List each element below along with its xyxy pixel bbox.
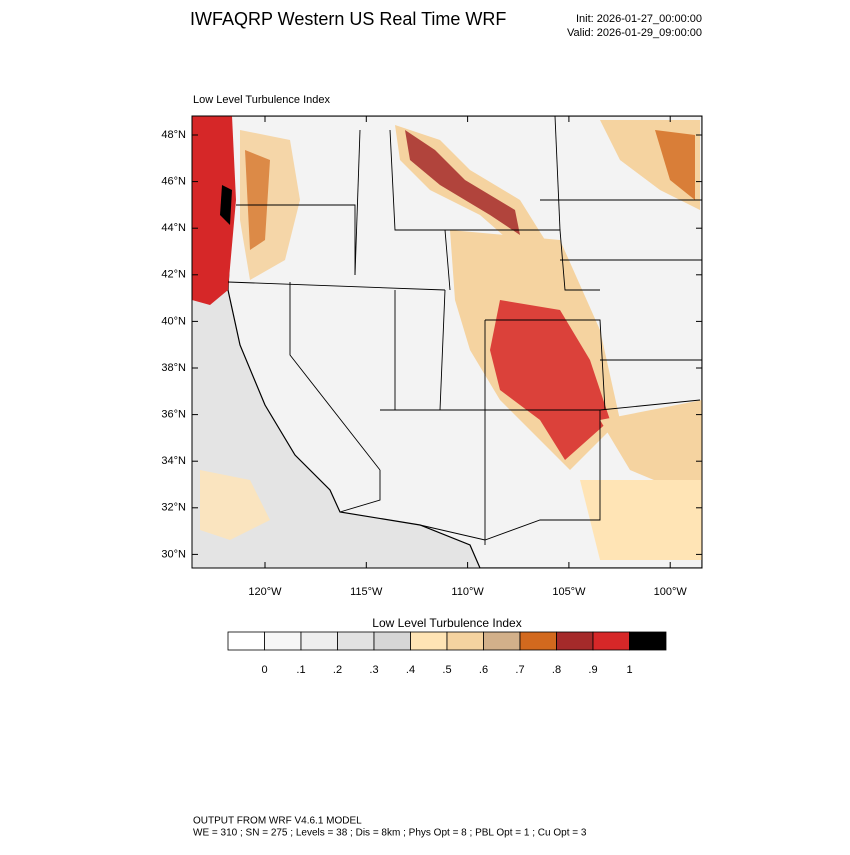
colorbar-box xyxy=(483,631,521,651)
lat-tick-label: 48°N xyxy=(161,129,186,141)
lon-ticks: 120°W 115°W 110°W 105°W 100°W xyxy=(248,116,687,598)
colorbar-box xyxy=(300,631,338,651)
map xyxy=(192,116,702,568)
colorbar-box xyxy=(519,631,557,651)
lon-tick-label: 115°W xyxy=(350,586,383,598)
colorbar: 0 .1 .2 .3 .4 .5 .6 .7 .8 .9 1 xyxy=(227,631,667,676)
colorbar-label: .2 xyxy=(333,664,342,676)
lat-ticks: 48°N 46°N 44°N 42°N 40°N 38°N 36°N 34°N 32°N 30°N xyxy=(161,129,702,560)
colorbar-box xyxy=(227,631,265,651)
colorbar-label: .8 xyxy=(552,664,561,676)
lat-tick-label: 40°N xyxy=(161,315,186,327)
lon-tick-label: 105°W xyxy=(552,586,586,598)
lon-tick-label: 120°W xyxy=(248,586,282,598)
colorbar-box xyxy=(446,631,484,651)
colorbar-label: .7 xyxy=(515,664,524,676)
title: IWFAQRP Western US Real Time WRF xyxy=(190,9,506,29)
footer-line: OUTPUT FROM WRF V4.6.1 MODEL xyxy=(193,816,362,827)
colorbar-box xyxy=(373,631,411,651)
colorbar-label: .4 xyxy=(406,664,415,676)
colorbar-box xyxy=(556,631,594,651)
colorbar-box xyxy=(337,631,375,651)
colorbar-label: 1 xyxy=(626,664,632,676)
colorbar-label: .9 xyxy=(588,664,597,676)
colorbar-box xyxy=(410,631,448,651)
lat-tick-label: 32°N xyxy=(161,502,186,514)
map-frame xyxy=(191,115,703,569)
colorbar-label: .3 xyxy=(369,664,378,676)
lat-tick-label: 30°N xyxy=(161,548,186,560)
colorbar-box xyxy=(592,631,630,651)
lat-tick-label: 44°N xyxy=(161,222,186,234)
footer-line: WE = 310 ; SN = 275 ; Levels = 38 ; Dis … xyxy=(193,828,587,839)
colorbar-label: .1 xyxy=(296,664,305,676)
colorbar-box xyxy=(264,631,302,651)
colorbar-box xyxy=(629,631,667,651)
lat-tick-label: 36°N xyxy=(161,409,186,421)
valid-time: Valid: 2026-01-29_09:00:00 xyxy=(567,27,702,39)
lat-tick-label: 46°N xyxy=(161,176,186,188)
lat-tick-label: 38°N xyxy=(161,362,186,374)
colorbar-label: 0 xyxy=(261,664,267,676)
lat-tick-label: 34°N xyxy=(161,455,186,467)
lat-tick-label: 42°N xyxy=(161,269,186,281)
init-time: Init: 2026-01-27_00:00:00 xyxy=(576,13,702,25)
colorbar-label: .6 xyxy=(479,664,488,676)
lon-tick-label: 100°W xyxy=(654,586,688,598)
lon-tick-label: 110°W xyxy=(451,586,484,598)
map-label: Low Level Turbulence Index xyxy=(193,94,330,106)
colorbar-label: .5 xyxy=(442,664,451,676)
colorbar-title: Low Level Turbulence Index xyxy=(372,616,521,630)
